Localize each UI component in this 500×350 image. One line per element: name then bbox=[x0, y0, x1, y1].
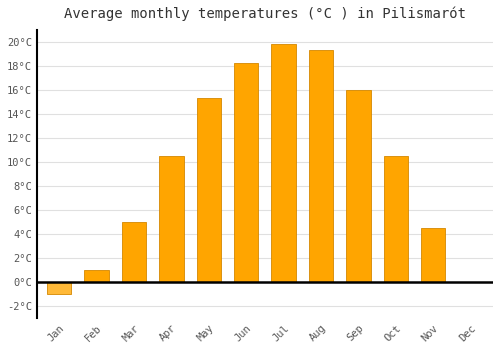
Bar bbox=[384, 156, 408, 282]
Bar bbox=[421, 228, 446, 282]
Bar bbox=[122, 222, 146, 282]
Bar bbox=[47, 282, 72, 294]
Bar bbox=[346, 90, 370, 282]
Title: Average monthly temperatures (°C ) in Pilismarót: Average monthly temperatures (°C ) in Pi… bbox=[64, 7, 466, 21]
Bar bbox=[234, 63, 258, 282]
Bar bbox=[160, 156, 184, 282]
Bar bbox=[84, 270, 109, 282]
Bar bbox=[196, 98, 221, 282]
Bar bbox=[272, 44, 296, 282]
Bar bbox=[309, 50, 333, 282]
